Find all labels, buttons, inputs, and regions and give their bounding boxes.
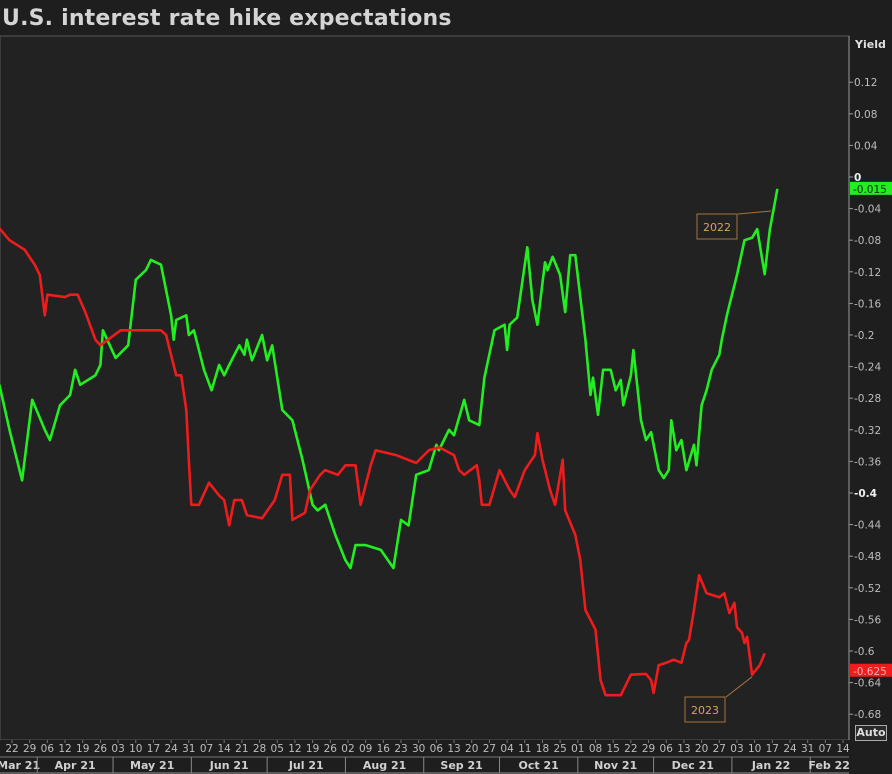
x-tick-label: 14 (836, 743, 850, 755)
month-label: Apr 21 (55, 759, 96, 772)
y-axis-title: Yield (854, 38, 886, 51)
x-tick-label: 13 (677, 743, 690, 755)
x-tick-label: 27 (713, 743, 726, 755)
y-tick-label: 0 (854, 172, 861, 184)
y-axis-area (850, 36, 892, 740)
y-tick-label: -0.28 (854, 393, 881, 405)
x-tick-label: 24 (164, 743, 178, 755)
x-tick-label: 30 (412, 743, 425, 755)
month-label: Dec 21 (672, 759, 714, 772)
y-tick-label: -0.08 (854, 235, 881, 247)
annotation-leader (737, 210, 772, 215)
x-tick-label: 27 (483, 743, 496, 755)
x-tick-label: 19 (306, 743, 319, 755)
annotation-leader (725, 676, 753, 698)
x-tick-label: 12 (58, 743, 71, 755)
x-tick-label: 10 (129, 743, 142, 755)
annotation-box (696, 213, 738, 240)
x-tick-label: 17 (766, 743, 779, 755)
last-value-badge-2023 (850, 663, 892, 677)
month-label: Jun 21 (209, 759, 249, 772)
y-tick-label: -0.2 (854, 330, 875, 342)
month-label: Mar 21 (0, 759, 40, 772)
x-tick-label: 05 (271, 743, 284, 755)
x-tick-label: 28 (253, 743, 266, 755)
x-tick-label: 20 (695, 743, 708, 755)
month-label: May 21 (130, 759, 174, 772)
x-tick-label: 06 (660, 743, 674, 755)
month-label: Jan 22 (751, 759, 790, 772)
y-tick-label: -0.12 (854, 267, 881, 279)
series-line-2023 (0, 227, 766, 697)
x-tick-label: 23 (394, 743, 407, 755)
x-tick-label: 10 (748, 743, 761, 755)
x-tick-label: 17 (147, 743, 160, 755)
x-tick-label: 21 (235, 743, 248, 755)
x-tick-label: 04 (500, 743, 514, 755)
x-tick-label: 22 (5, 743, 18, 755)
x-tick-label: 22 (624, 743, 637, 755)
y-tick-label: -0.32 (854, 425, 881, 437)
x-tick-label: 07 (819, 743, 832, 755)
x-tick-label: 13 (447, 743, 460, 755)
x-tick-label: 20 (465, 743, 478, 755)
y-tick-label: 0.08 (854, 109, 877, 121)
y-tick-label: -0.4 (854, 488, 877, 500)
x-tick-label: 08 (589, 743, 602, 755)
x-tick-label: 29 (23, 743, 36, 755)
month-label: Jul 21 (288, 759, 324, 772)
y-tick-label: -0.56 (854, 614, 881, 626)
x-tick-label: 06 (41, 743, 55, 755)
x-tick-label: 18 (536, 743, 549, 755)
y-tick-label: -0.64 (854, 678, 881, 690)
series-line-2022 (0, 188, 779, 570)
last-value-label-2023: -0.625 (853, 666, 887, 678)
month-label: Oct 21 (519, 759, 559, 772)
last-value-label-2022: -0.015 (853, 184, 887, 196)
x-tick-label: 14 (217, 743, 231, 755)
y-tick-label: -0.68 (854, 709, 881, 721)
x-tick-label: 06 (430, 743, 444, 755)
x-tick-label: 29 (642, 743, 655, 755)
y-tick-label: 0.12 (854, 77, 877, 89)
y-tick-label: -0.04 (854, 204, 881, 216)
y-tick-label: -0.48 (854, 551, 881, 563)
x-tick-label: 31 (801, 743, 814, 755)
x-tick-label: 26 (94, 743, 108, 755)
plot-area (0, 35, 850, 741)
annotation-label-2022: 2022 (703, 221, 731, 234)
y-tick-label: -0.16 (854, 298, 881, 310)
x-tick-label: 26 (324, 743, 338, 755)
y-tick-label: 0.04 (854, 140, 878, 152)
x-tick-label: 19 (76, 743, 89, 755)
last-value-badge-2022 (850, 181, 892, 195)
x-tick-label: 16 (377, 743, 391, 755)
x-tick-label: 31 (182, 743, 195, 755)
y-tick-label: -0.44 (854, 520, 881, 532)
chart-title: U.S. interest rate hike expectations (2, 6, 452, 31)
x-tick-label: 12 (288, 743, 301, 755)
x-tick-label: 03 (730, 743, 743, 755)
x-tick-label: 03 (111, 743, 124, 755)
x-tick-label: 01 (571, 743, 584, 755)
month-label: Aug 21 (363, 759, 406, 772)
month-label: Feb 22 (808, 759, 850, 772)
y-tick-label: -0.36 (854, 456, 881, 468)
x-tick-label: 07 (200, 743, 213, 755)
x-tick-label: 02 (341, 743, 354, 755)
x-tick-label: 15 (607, 743, 620, 755)
y-tick-label: -0.24 (854, 362, 881, 374)
x-tick-label: 25 (553, 743, 566, 755)
auto-scale-button[interactable]: Auto (855, 725, 887, 741)
x-tick-label: 11 (518, 743, 531, 755)
annotation-label-2023: 2023 (691, 704, 719, 717)
x-tick-label: 24 (783, 743, 797, 755)
month-label: Nov 21 (594, 759, 637, 772)
y-tick-label: -0.52 (854, 583, 881, 595)
annotation-box (684, 696, 726, 723)
x-tick-label: 09 (359, 743, 372, 755)
y-tick-label: -0.6 (854, 646, 875, 658)
month-label: Sep 21 (440, 759, 482, 772)
